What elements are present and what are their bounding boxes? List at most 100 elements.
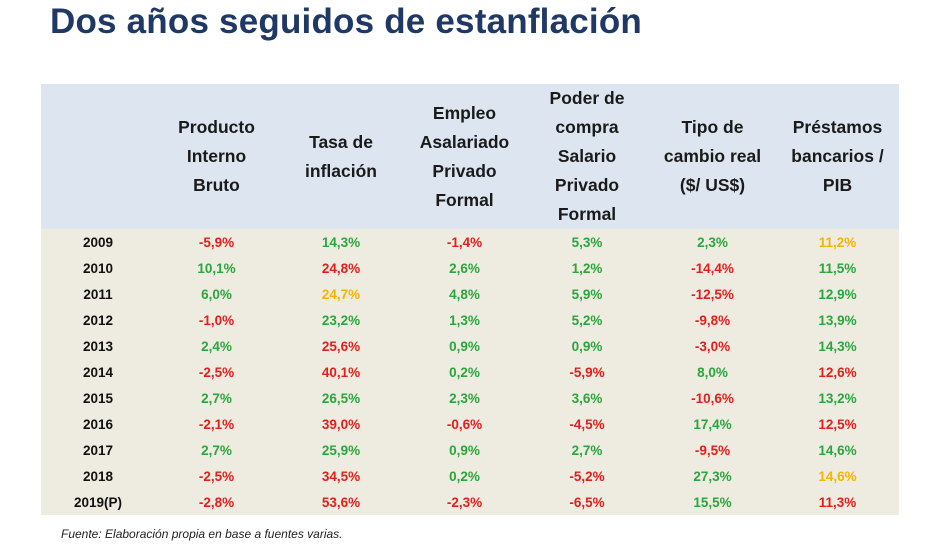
cell-inflacion: 23,2% — [321, 312, 361, 328]
cell-tipo-cambio: 17,4% — [693, 416, 732, 432]
source-note: Fuente: Elaboración propia en base a fue… — [61, 527, 343, 541]
cell-poder-compra: 5,3% — [571, 234, 603, 250]
table-row: 2015 2,7% 26,5% 2,3% 3,6% -10,6% 13,2% — [41, 385, 899, 411]
cell-inflacion: 26,5% — [321, 390, 361, 406]
header-line: Interno — [186, 146, 247, 166]
cell-poder-compra: -6,5% — [569, 494, 605, 510]
cell-pib: -1,0% — [198, 312, 235, 328]
cell-year: 2016 — [82, 416, 114, 432]
cell-poder-compra: -4,5% — [569, 416, 605, 432]
header-line: Empleo — [432, 102, 497, 123]
cell-year: 2009 — [82, 234, 114, 250]
cell-year: 2014 — [82, 364, 114, 380]
header-line: Asalariado — [419, 131, 510, 152]
header-pib: Producto Interno Bruto — [155, 84, 278, 229]
data-table-container: Producto Interno Bruto Tasa de inflación Empl… — [41, 84, 899, 515]
cell-year: 2017 — [82, 442, 114, 458]
table-row: 2014 -2,5% 40,1% 0,2% -5,9% 8,0% 12,6% — [41, 359, 899, 385]
header-line: Formal — [435, 189, 494, 210]
header-poder-compra: Poder de compra Salario Privado Formal — [525, 84, 649, 229]
table-body: 2009 -5,9% 14,3% -1,4% 5,3% 2,3% 11,2% 2010 10,1… — [41, 229, 899, 515]
cell-empleo: 2,6% — [449, 260, 480, 276]
cell-inflacion: 14,3% — [321, 234, 361, 250]
table-row: 2010 10,1% 24,8% 2,6% 1,2% -14,4% 11,5% — [41, 255, 899, 281]
cell-year: 2011 — [83, 286, 113, 302]
header-year — [41, 84, 155, 229]
cell-prestamos: 14,3% — [818, 338, 857, 354]
header-line: compra — [555, 117, 619, 137]
header-inflacion: Tasa de inflación — [278, 84, 404, 229]
cell-pib: 10,1% — [197, 260, 236, 276]
header-line: Salario — [557, 146, 617, 166]
cell-inflacion: 24,8% — [321, 260, 361, 276]
cell-tipo-cambio: -14,4% — [691, 260, 734, 276]
cell-poder-compra: -5,9% — [569, 364, 605, 380]
header-line: inflación — [305, 160, 377, 181]
cell-year: 2015 — [82, 390, 114, 406]
cell-inflacion: 24,7% — [321, 286, 361, 302]
cell-poder-compra: 5,9% — [571, 286, 603, 302]
cell-pib: -2,8% — [198, 494, 235, 510]
cell-inflacion: 25,9% — [321, 442, 361, 458]
cell-prestamos: 11,5% — [818, 260, 857, 276]
cell-poder-compra: 2,7% — [571, 442, 603, 458]
cell-pib: -5,9% — [198, 234, 235, 250]
cell-inflacion: 39,0% — [321, 416, 361, 432]
cell-prestamos: 13,9% — [818, 312, 857, 328]
cell-inflacion: 25,6% — [321, 338, 361, 354]
cell-prestamos: 12,9% — [818, 286, 857, 302]
cell-tipo-cambio: -9,5% — [694, 442, 731, 458]
table-row: 2011 6,0% 24,7% 4,8% 5,9% -12,5% 12,9% — [41, 281, 899, 307]
cell-year: 2010 — [82, 260, 114, 276]
cell-inflacion: 40,1% — [321, 364, 361, 380]
cell-inflacion: 34,5% — [321, 468, 361, 484]
page-title: Dos años seguidos de estanflación — [50, 2, 643, 41]
cell-empleo: 1,3% — [449, 312, 480, 328]
indicators-table: Producto Interno Bruto Tasa de inflación Empl… — [41, 84, 899, 515]
cell-pib: 2,4% — [201, 338, 232, 354]
table-row: 2013 2,4% 25,6% 0,9% 0,9% -3,0% 14,3% — [41, 333, 899, 359]
cell-year: 2013 — [82, 338, 114, 354]
header-line: Formal — [557, 204, 617, 224]
cell-prestamos: 12,6% — [818, 364, 857, 380]
cell-pib: -2,5% — [198, 468, 235, 484]
cell-empleo: 0,9% — [449, 338, 480, 354]
cell-empleo: 4,8% — [449, 286, 480, 302]
header-line: Poder de — [549, 88, 625, 108]
table-row: 2017 2,7% 25,9% 0,9% 2,7% -9,5% 14,6% — [41, 437, 899, 463]
cell-prestamos: 12,5% — [818, 416, 857, 432]
header-line: Producto — [178, 117, 255, 137]
cell-prestamos: 13,2% — [818, 390, 857, 406]
cell-pib: 2,7% — [201, 442, 232, 458]
table-row: 2019(P) -2,8% 53,6% -2,3% -6,5% 15,5% 11,3% — [41, 489, 899, 515]
cell-pib: 2,7% — [201, 390, 232, 406]
cell-tipo-cambio: 27,3% — [693, 468, 732, 484]
cell-pib: -2,5% — [198, 364, 235, 380]
cell-pib: 6,0% — [201, 286, 232, 302]
header-line: ($/ US$) — [679, 175, 746, 195]
header-line: Privado — [554, 175, 620, 195]
cell-poder-compra: -5,2% — [569, 468, 605, 484]
header-line: Bruto — [193, 175, 240, 195]
cell-tipo-cambio: -12,5% — [691, 286, 734, 302]
cell-empleo: -1,4% — [446, 234, 483, 250]
cell-prestamos: 11,2% — [818, 234, 857, 250]
cell-empleo: 0,9% — [449, 442, 480, 458]
cell-year: 2019(P) — [73, 494, 123, 510]
cell-tipo-cambio: 8,0% — [697, 364, 728, 380]
cell-inflacion: 53,6% — [321, 494, 361, 510]
header-empleo: Empleo Asalariado Privado Formal — [404, 84, 525, 229]
cell-poder-compra: 0,9% — [571, 338, 603, 354]
header-line: Tipo de — [681, 117, 744, 137]
header-line: PIB — [822, 175, 853, 195]
cell-empleo: 0,2% — [449, 468, 480, 484]
table-header-row: Producto Interno Bruto Tasa de inflación Empl… — [41, 84, 899, 229]
table-row: 2018 -2,5% 34,5% 0,2% -5,2% 27,3% 14,6% — [41, 463, 899, 489]
cell-tipo-cambio: 15,5% — [693, 494, 732, 510]
cell-tipo-cambio: -10,6% — [691, 390, 734, 406]
cell-poder-compra: 1,2% — [571, 260, 603, 276]
cell-year: 2018 — [82, 468, 114, 484]
cell-year: 2012 — [82, 312, 114, 328]
table-row: 2009 -5,9% 14,3% -1,4% 5,3% 2,3% 11,2% — [41, 229, 899, 255]
cell-empleo: -0,6% — [446, 416, 483, 432]
